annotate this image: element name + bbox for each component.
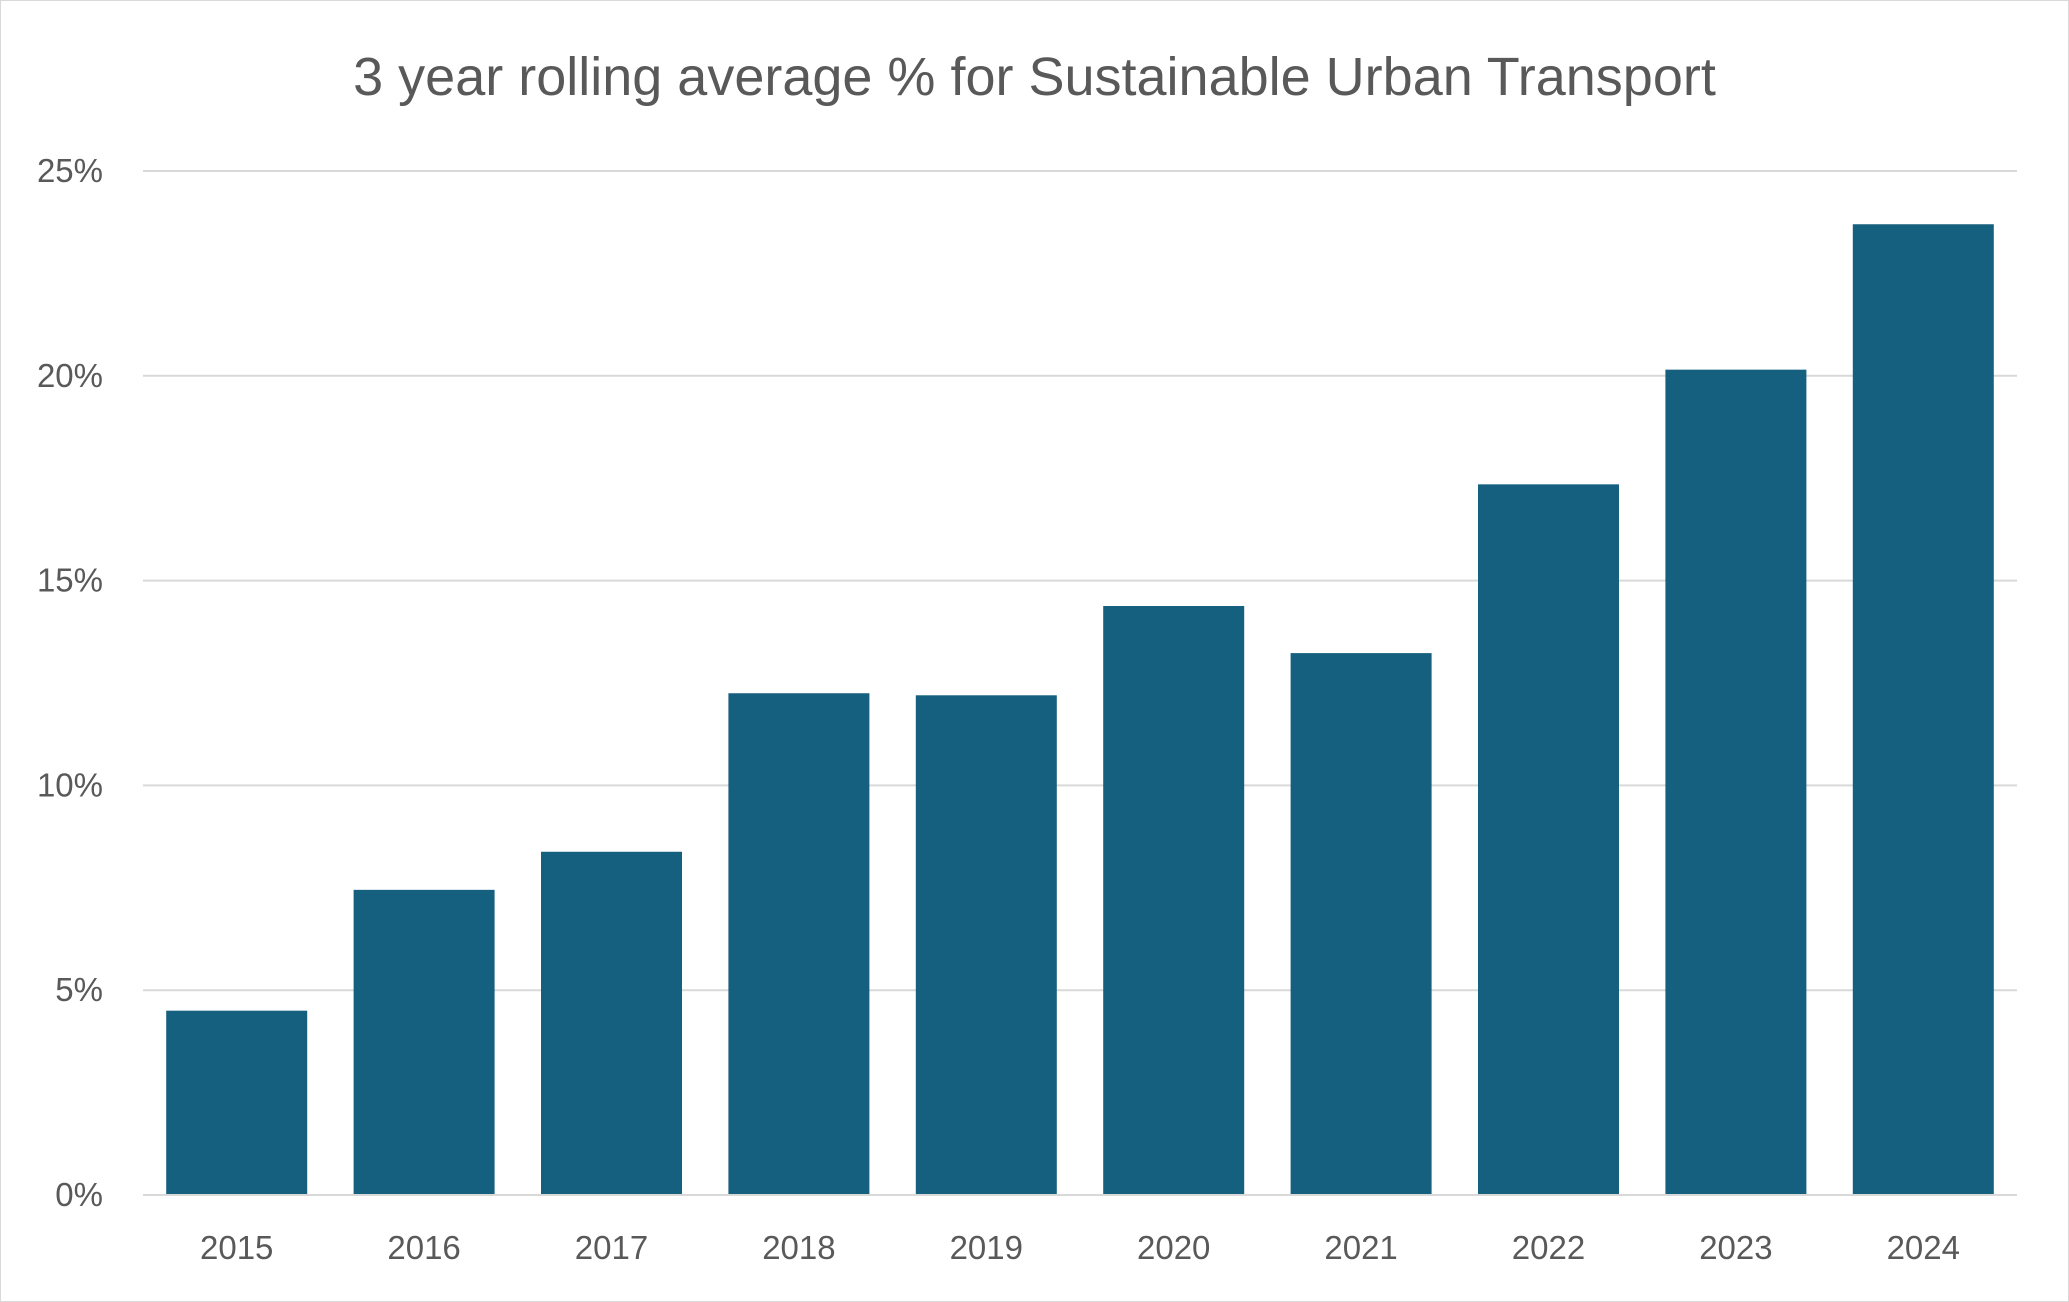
x-tick-label: 2017 — [575, 1229, 648, 1266]
x-tick-label: 2020 — [1137, 1229, 1210, 1266]
bars — [143, 224, 2017, 1196]
bar-2015 — [166, 1010, 308, 1195]
bar-2022 — [1478, 484, 1619, 1195]
bar-2024 — [1852, 224, 1994, 1196]
y-tick-label: 25% — [37, 152, 103, 189]
bar-2017 — [541, 851, 682, 1195]
bar-2023 — [1665, 369, 1807, 1195]
chart-title: 3 year rolling average % for Sustainable… — [353, 47, 1716, 107]
bar-2016 — [353, 889, 495, 1195]
bar-2019 — [915, 695, 1057, 1195]
x-tick-label: 2016 — [387, 1229, 460, 1266]
bar-2018 — [728, 693, 870, 1195]
x-tick-label: 2018 — [762, 1229, 835, 1266]
x-tick-label: 2019 — [950, 1229, 1023, 1266]
x-tick-label: 2023 — [1699, 1229, 1772, 1266]
y-tick-label: 20% — [37, 357, 103, 394]
y-tick-label: 10% — [37, 766, 103, 803]
bar-2020 — [1103, 605, 1245, 1195]
y-tick-label: 5% — [55, 971, 103, 1008]
x-tick-label: 2021 — [1324, 1229, 1397, 1266]
x-tick-label: 2022 — [1512, 1229, 1585, 1266]
x-tick-label: 2015 — [200, 1229, 273, 1266]
x-tick-label: 2024 — [1887, 1229, 1960, 1266]
y-tick-label: 15% — [37, 562, 103, 599]
y-axis: 0% 5% 10% 15% 20% 25% — [37, 152, 103, 1213]
x-axis: 2015 2016 2017 2018 2019 2020 2021 2022 2023 2024 — [200, 1229, 1960, 1266]
y-tick-label: 0% — [55, 1176, 103, 1213]
bar-2021 — [1290, 653, 1432, 1195]
